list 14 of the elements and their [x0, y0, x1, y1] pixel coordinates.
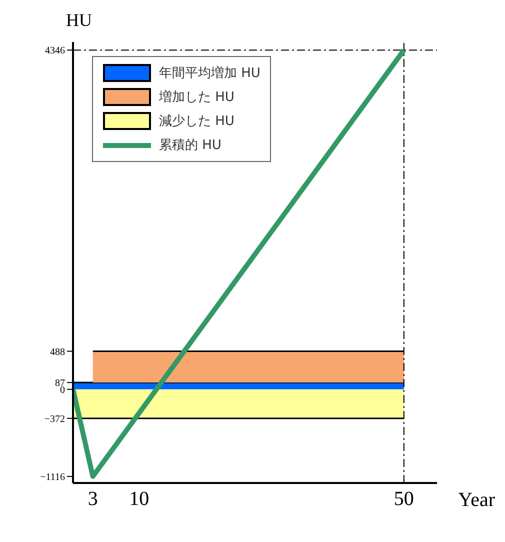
legend-label: 減少した HU: [159, 113, 234, 130]
x-axis-title: Year: [458, 489, 495, 512]
y-tick-label: 4346: [45, 46, 65, 57]
x-tick-label: 3: [88, 488, 98, 510]
legend-label: 累積的 HU: [159, 137, 222, 154]
legend-label: 増加した HU: [159, 88, 234, 106]
legend-label: 年間平均増加 HU: [159, 64, 260, 82]
x-tick-label: 10: [129, 488, 150, 510]
y-axis-title: HU: [65, 9, 93, 32]
y-tick-label: −1116: [40, 472, 65, 483]
y-tick-label: −372: [44, 414, 65, 425]
y-tick-label: 0: [60, 384, 65, 396]
x-tick-label: 50: [394, 488, 414, 510]
y-tick-label: 488: [50, 346, 65, 358]
